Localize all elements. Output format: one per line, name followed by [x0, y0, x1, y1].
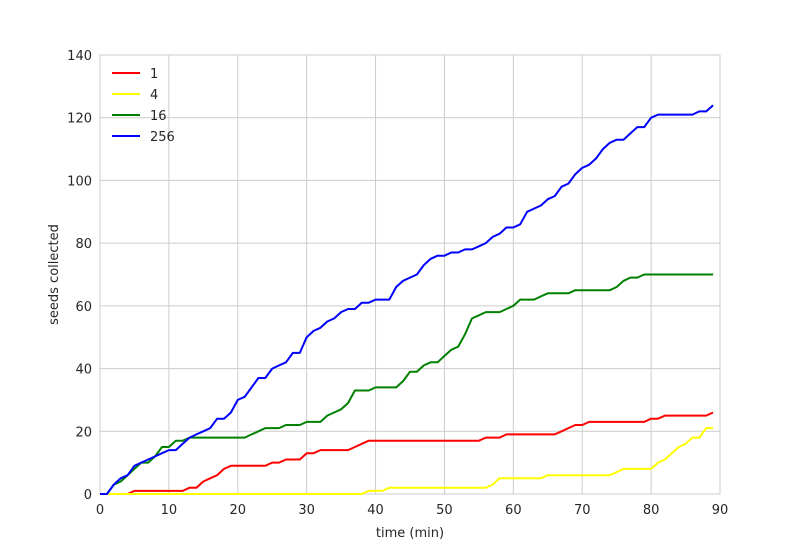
y-axis-label: seeds collected: [47, 224, 62, 325]
y-tick-label: 120: [67, 112, 92, 127]
x-tick-label: 90: [712, 503, 729, 518]
y-tick-label: 100: [67, 174, 92, 189]
series-line-256: [100, 104, 714, 495]
x-axis-label: time (min): [376, 526, 444, 541]
x-tick-label: 60: [505, 503, 522, 518]
grid: [99, 54, 721, 495]
x-tick-label: 20: [230, 503, 247, 518]
legend-entry-4: 4: [150, 88, 158, 103]
legend: 1 4 16 256: [112, 67, 175, 145]
series-line-1: [100, 411, 714, 495]
plot-area: [99, 54, 721, 495]
x-tick-label: 0: [96, 503, 104, 518]
y-tick-label: 40: [75, 363, 92, 378]
y-tick-label: 20: [75, 425, 92, 440]
x-tick-label: 50: [436, 503, 453, 518]
legend-entry-256: 256: [150, 130, 175, 145]
legend-entry-16: 16: [150, 109, 167, 124]
series-line-16: [100, 273, 714, 495]
y-axis-ticks: 0 20 40 60 80 100 120 140: [67, 49, 92, 503]
legend-entry-1: 1: [150, 67, 158, 82]
y-tick-label: 60: [75, 300, 92, 315]
x-axis-ticks: 0 10 20 30 40 50 60 70 80 90: [96, 503, 728, 518]
y-tick-label: 0: [84, 488, 92, 503]
x-tick-label: 40: [367, 503, 384, 518]
y-tick-label: 80: [75, 237, 92, 252]
x-tick-label: 80: [643, 503, 660, 518]
series-layer: [100, 104, 714, 495]
x-tick-label: 30: [298, 503, 315, 518]
y-tick-label: 140: [67, 49, 92, 64]
x-tick-label: 10: [161, 503, 178, 518]
series-line-4: [100, 427, 714, 495]
x-tick-label: 70: [574, 503, 591, 518]
